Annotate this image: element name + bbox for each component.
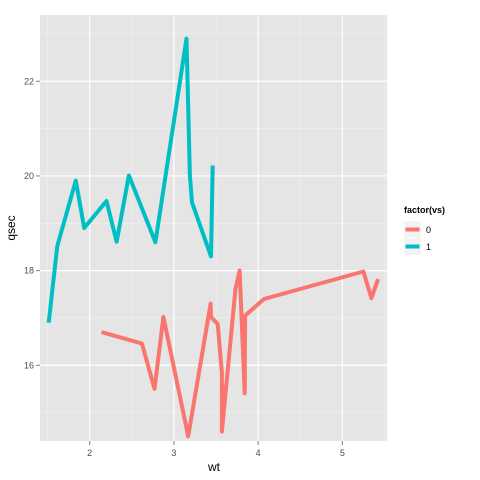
series-line-1	[46, 36, 215, 323]
legend-label-0: 0	[426, 225, 431, 235]
y-tick-label: 20	[24, 171, 34, 181]
legend-label-1: 1	[426, 242, 431, 252]
y-tick-label: 18	[24, 266, 34, 276]
series-layer	[46, 36, 380, 439]
legend-items: 01	[403, 220, 431, 256]
minor-grid	[40, 15, 387, 441]
legend: factor(vs) 01	[403, 205, 445, 256]
x-tick-label: 3	[171, 448, 176, 458]
y-axis: 16 18 20 22	[24, 76, 40, 370]
series-line-0	[100, 268, 380, 439]
x-tick-label: 2	[87, 448, 92, 458]
x-axis-title: wt	[207, 460, 221, 474]
x-tick-label: 5	[340, 448, 345, 458]
y-tick-label: 22	[24, 76, 34, 86]
x-axis: 2 3 4 5	[87, 441, 345, 458]
y-tick-label: 16	[24, 360, 34, 370]
y-axis-title: qsec	[4, 215, 18, 240]
legend-title: factor(vs)	[404, 205, 445, 215]
x-tick-label: 4	[256, 448, 261, 458]
